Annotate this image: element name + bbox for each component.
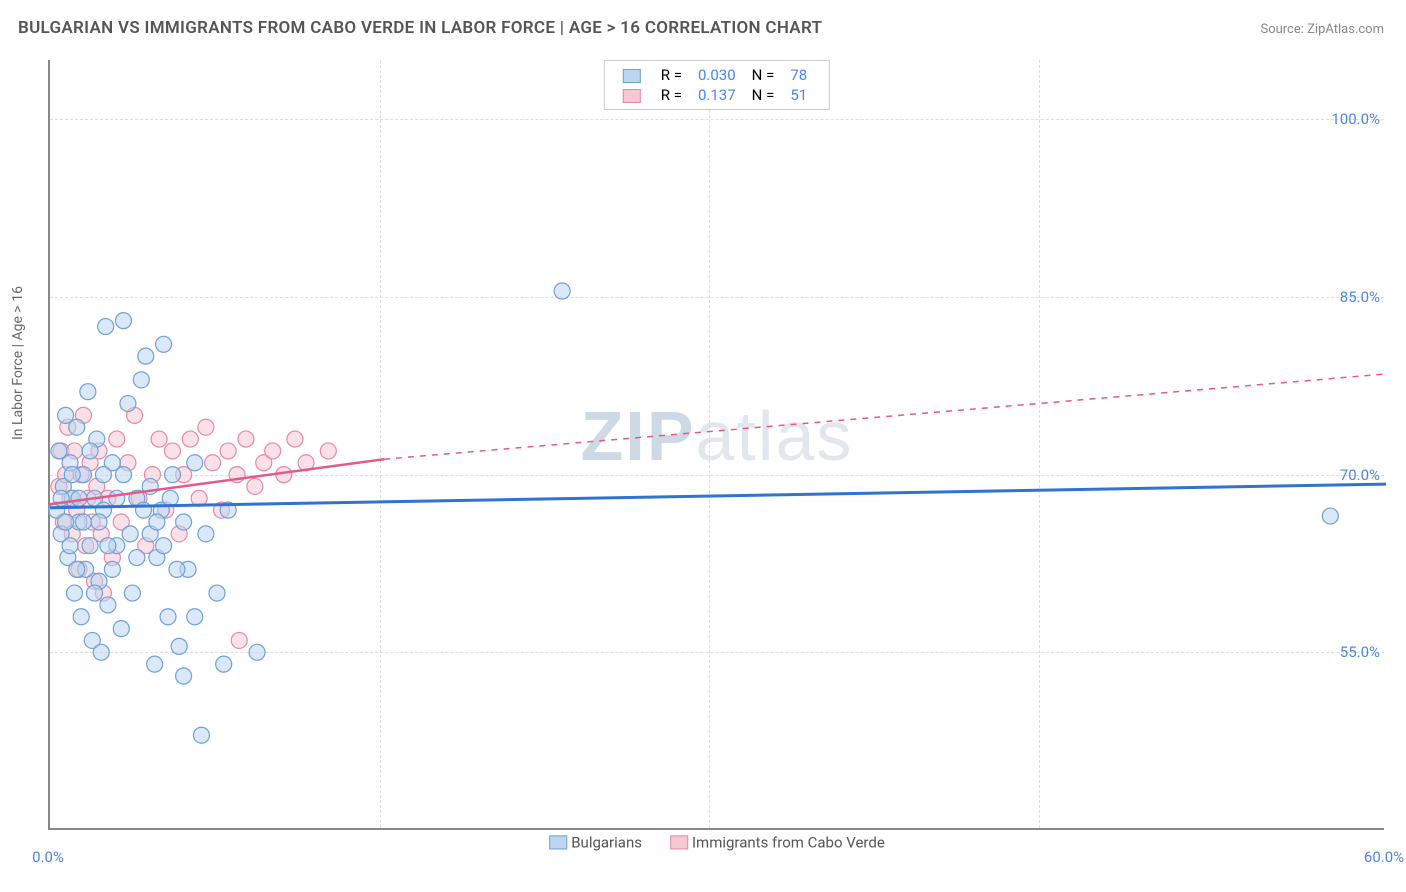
chart-svg <box>50 60 1384 828</box>
data-point <box>98 319 114 335</box>
data-point <box>71 490 87 506</box>
data-point <box>69 561 85 577</box>
legend-item-a: Bulgarians <box>549 833 642 851</box>
correlation-legend: R = 0.030 N = 78 R = 0.137 N = 51 <box>604 60 830 110</box>
data-point <box>129 550 145 566</box>
data-point <box>247 478 263 494</box>
data-point <box>122 526 138 542</box>
data-point <box>171 638 187 654</box>
data-point <box>133 372 149 388</box>
data-point <box>287 431 303 447</box>
data-point <box>80 384 96 400</box>
data-point <box>138 348 154 364</box>
data-point <box>109 490 125 506</box>
legend-row-b: R = 0.137 N = 51 <box>615 85 815 105</box>
swatch-a-icon <box>623 69 641 83</box>
data-point <box>82 538 98 554</box>
data-point <box>169 561 185 577</box>
data-point <box>87 585 103 601</box>
data-point <box>64 467 80 483</box>
data-point <box>62 538 78 554</box>
data-point <box>82 443 98 459</box>
data-point <box>115 313 131 329</box>
chart-title: BULGARIAN VS IMMIGRANTS FROM CABO VERDE … <box>18 18 822 38</box>
data-point <box>66 585 82 601</box>
chart-source: Source: ZipAtlas.com <box>1260 22 1384 37</box>
data-point <box>75 514 91 530</box>
data-point <box>109 431 125 447</box>
chart-container: BULGARIAN VS IMMIGRANTS FROM CABO VERDE … <box>0 0 1406 892</box>
data-point <box>149 514 165 530</box>
data-point <box>147 656 163 672</box>
data-point <box>100 538 116 554</box>
data-point <box>164 443 180 459</box>
data-point <box>115 467 131 483</box>
data-point <box>198 419 214 435</box>
swatch-b-icon <box>623 89 641 103</box>
data-point <box>156 538 172 554</box>
data-point <box>249 644 265 660</box>
data-point <box>164 467 180 483</box>
data-point <box>205 455 221 471</box>
x-tick-label: 0.0% <box>32 848 64 866</box>
regression-line <box>384 374 1386 459</box>
data-point <box>220 443 236 459</box>
data-point <box>104 561 120 577</box>
legend-item-b: Immigrants from Cabo Verde <box>670 833 885 851</box>
data-point <box>238 431 254 447</box>
data-point <box>95 467 111 483</box>
data-point <box>156 336 172 352</box>
data-point <box>193 727 209 743</box>
data-point <box>93 644 109 660</box>
data-point <box>113 621 129 637</box>
data-point <box>216 656 232 672</box>
data-point <box>187 455 203 471</box>
data-point <box>176 514 192 530</box>
data-point <box>176 668 192 684</box>
series-legend: Bulgarians Immigrants from Cabo Verde <box>549 833 885 851</box>
x-tick-label: 60.0% <box>1364 848 1404 866</box>
data-point <box>231 632 247 648</box>
data-point <box>209 585 225 601</box>
data-point <box>120 396 136 412</box>
data-point <box>198 526 214 542</box>
data-point <box>69 419 85 435</box>
swatch-b-icon <box>670 835 688 849</box>
data-point <box>554 283 570 299</box>
legend-row-a: R = 0.030 N = 78 <box>615 65 815 85</box>
data-point <box>73 609 89 625</box>
data-point <box>265 443 281 459</box>
data-point <box>162 490 178 506</box>
y-axis-label: In Labor Force | Age > 16 <box>10 286 26 440</box>
data-point <box>320 443 336 459</box>
data-point <box>151 431 167 447</box>
data-point <box>91 514 107 530</box>
plot-area: ZIPatlas R = 0.030 N = 78 R = 0.137 N = … <box>48 60 1384 830</box>
data-point <box>58 514 74 530</box>
data-point <box>100 597 116 613</box>
swatch-a-icon <box>549 835 567 849</box>
data-point <box>1322 508 1338 524</box>
data-point <box>182 431 198 447</box>
data-point <box>124 585 140 601</box>
data-point <box>160 609 176 625</box>
data-point <box>187 609 203 625</box>
